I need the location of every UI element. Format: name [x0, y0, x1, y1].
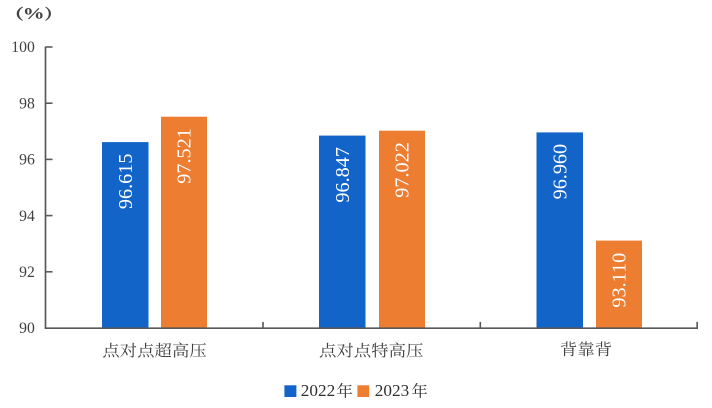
- svg-text:2022: 2022: [301, 381, 335, 400]
- svg-text:93.110: 93.110: [609, 253, 631, 308]
- svg-text:94: 94: [19, 208, 35, 225]
- svg-text:96.960: 96.960: [549, 144, 571, 200]
- svg-text:97.022: 97.022: [392, 142, 414, 198]
- svg-text:100: 100: [11, 39, 35, 56]
- svg-text:92: 92: [19, 264, 35, 281]
- svg-text:96: 96: [19, 152, 35, 169]
- svg-text:96.615: 96.615: [115, 154, 137, 210]
- svg-text:2023: 2023: [375, 381, 409, 400]
- svg-text:90: 90: [19, 320, 35, 337]
- svg-text:98: 98: [19, 95, 35, 112]
- svg-text:97.521: 97.521: [174, 128, 196, 184]
- svg-text:96.847: 96.847: [332, 147, 354, 203]
